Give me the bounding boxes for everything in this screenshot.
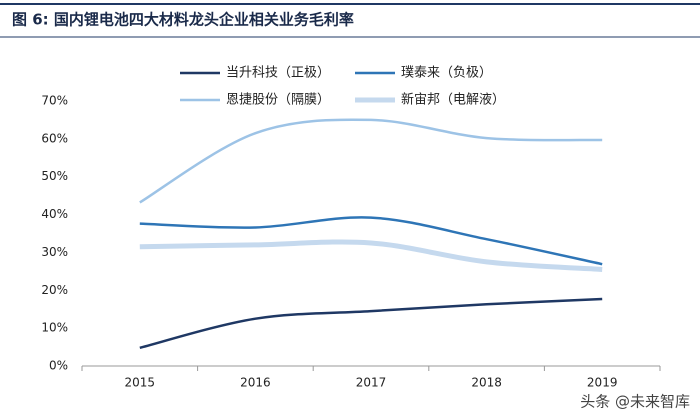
x-tick-label: 2018 — [471, 376, 502, 390]
x-tick-label: 2016 — [240, 376, 271, 390]
y-tick-label: 10% — [41, 321, 68, 335]
series-line — [139, 297, 603, 350]
series-line — [139, 216, 603, 266]
y-tick-label: 60% — [41, 131, 68, 145]
y-tick-label: 40% — [41, 207, 68, 221]
y-tick-label: 20% — [41, 283, 68, 297]
y-tick-label: 50% — [41, 169, 68, 183]
x-tick-label: 2015 — [125, 376, 156, 390]
y-tick-label: 0% — [49, 359, 68, 373]
x-tick-label: 2017 — [356, 376, 387, 390]
legend-label: 新宙邦（电解液） — [401, 92, 505, 108]
legend-label: 璞泰来（负极） — [401, 66, 492, 81]
chart-title: 图 6: 国内锂电池四大材料龙头企业相关业务毛利率 — [12, 11, 354, 29]
y-tick-label: 30% — [41, 245, 68, 259]
series-line — [139, 239, 603, 272]
x-tick-label: 2019 — [587, 376, 618, 390]
legend-label: 恩捷股份（隔膜） — [226, 93, 330, 108]
y-tick-label: 70% — [41, 94, 68, 108]
watermark: 头条 @未来智库 — [580, 393, 690, 411]
legend-label: 当升科技（正极） — [226, 66, 330, 81]
series-line — [139, 118, 603, 204]
